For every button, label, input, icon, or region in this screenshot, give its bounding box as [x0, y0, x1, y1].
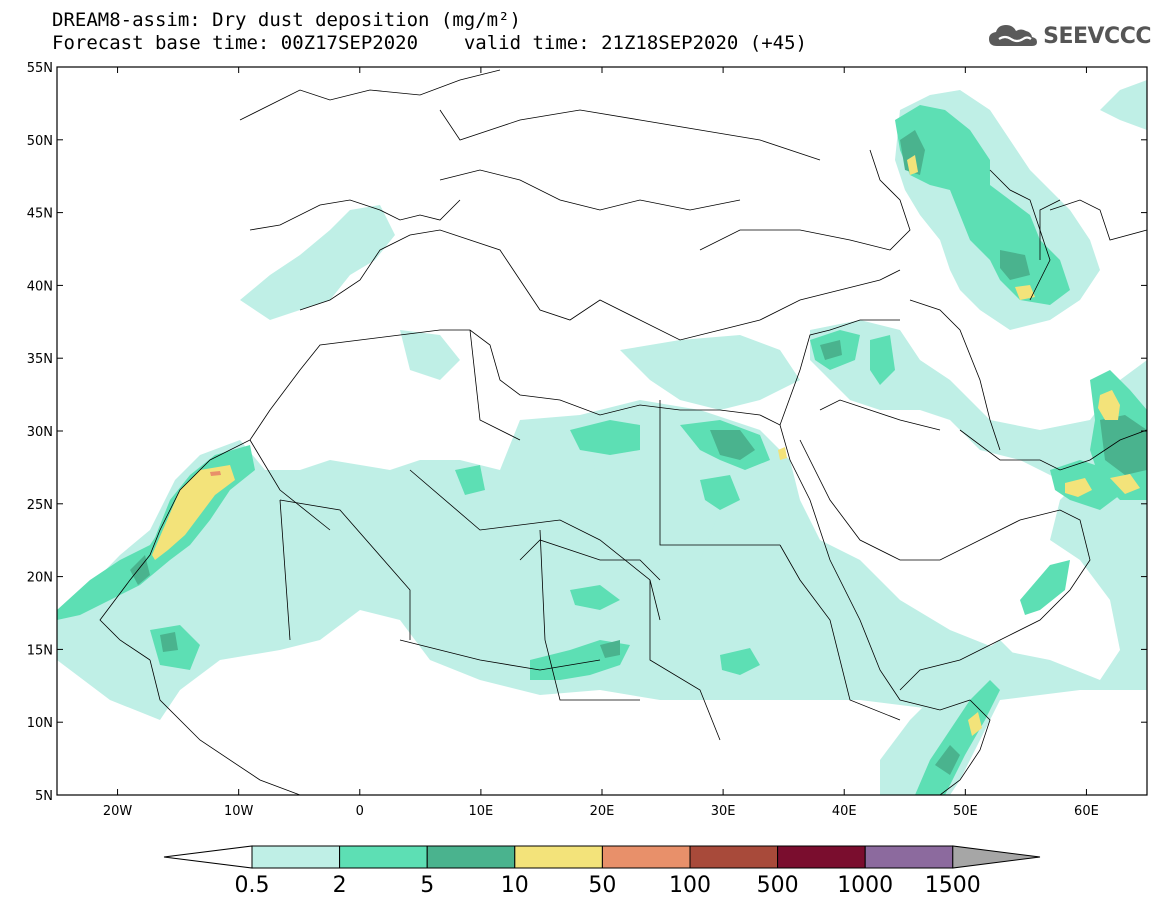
- dust-field-layer: [57, 80, 1147, 795]
- colorbar-swatch: [777, 845, 866, 869]
- colorbar-label: 5: [420, 873, 434, 898]
- lat-tick-label: 50N: [27, 134, 53, 149]
- level-10-regions: [152, 155, 1140, 736]
- colorbar-swatch: [339, 845, 428, 869]
- colorbar-label: 10: [501, 873, 529, 898]
- colorbar-label: 2: [333, 873, 347, 898]
- lon-tick-label: 60E: [1074, 804, 1099, 819]
- lon-tick-label: 10E: [469, 804, 494, 819]
- lon-tick-label: 10W: [224, 804, 254, 819]
- longitude-labels: 20W 10W 0 10E 20E 30E 40E 50E 60E: [103, 804, 1099, 819]
- colorbar-swatch: [689, 845, 779, 869]
- colorbar-label: 1500: [925, 873, 981, 898]
- latitude-labels: 55N 50N 45N 40N 35N 30N 25N 20N 15N 10N 5N: [27, 61, 53, 804]
- cloud-icon: [989, 25, 1038, 46]
- colorbar-label: 0.5: [235, 873, 270, 898]
- lon-tick-label: 30E: [711, 804, 736, 819]
- colorbar-swatch: [601, 845, 691, 869]
- lon-tick-label: 0: [356, 804, 364, 819]
- lon-tick-label: 40E: [832, 804, 857, 819]
- colorbar-label: 100: [669, 873, 711, 898]
- axis-ticks: [57, 66, 1147, 796]
- lat-tick-label: 55N: [27, 61, 53, 76]
- lat-tick-label: 10N: [27, 716, 53, 731]
- lat-tick-label: 25N: [27, 498, 53, 513]
- lat-tick-label: 15N: [27, 643, 53, 658]
- colorbar-labels: 0.5 2 5 10 50 100 500 1000 1500: [235, 873, 981, 898]
- lon-tick-label: 50E: [953, 804, 978, 819]
- valid-time: valid time: 21Z18SEP2020 (+45): [463, 32, 807, 54]
- colorbar-label: 1000: [837, 873, 893, 898]
- lat-tick-label: 45N: [27, 207, 53, 222]
- colorbar: [163, 845, 1041, 869]
- lon-tick-label: 20E: [590, 804, 615, 819]
- lat-tick-label: 30N: [27, 425, 53, 440]
- level-5-regions: [130, 130, 1147, 775]
- lat-tick-label: 35N: [27, 352, 53, 367]
- coastlines-and-borders: [99, 69, 1147, 795]
- colorbar-swatch: [514, 845, 603, 869]
- lon-tick-label: 20W: [103, 804, 133, 819]
- lat-tick-label: 5N: [35, 789, 53, 804]
- colorbar-swatch: [864, 845, 954, 869]
- lat-tick-label: 40N: [27, 279, 53, 294]
- logo-text: SEEVCCC: [1043, 23, 1151, 49]
- colorbar-label: 500: [757, 873, 799, 898]
- colorbar-low-arrow: [163, 845, 253, 869]
- lat-tick-label: 20N: [27, 571, 53, 586]
- colorbar-swatch: [251, 845, 341, 869]
- colorbar-label: 50: [588, 873, 616, 898]
- seevccc-logo: SEEVCCC: [987, 22, 1151, 50]
- base-time: Forecast base time: 00Z17SEP2020: [52, 32, 419, 54]
- map-title: DREAM8-assim: Dry dust deposition (mg/m²…: [52, 9, 521, 31]
- colorbar-swatch: [426, 845, 516, 869]
- level-50-regions: [210, 471, 221, 476]
- colorbar-high-arrow: [952, 845, 1041, 869]
- forecast-times: Forecast base time: 00Z17SEP2020 valid t…: [52, 33, 807, 53]
